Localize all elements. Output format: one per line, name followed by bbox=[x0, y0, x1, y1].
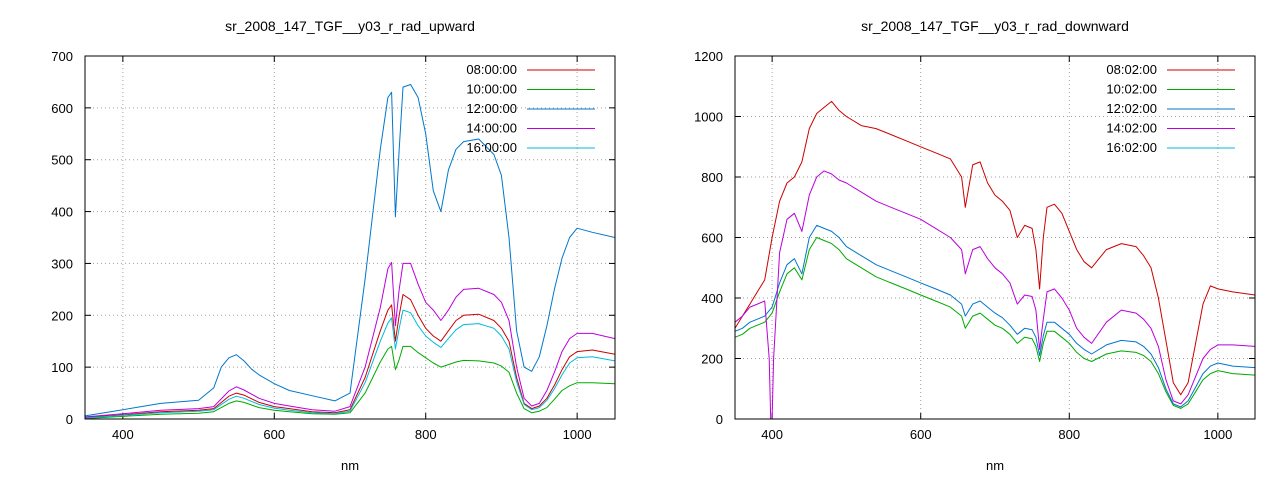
y-tick-label: 200 bbox=[701, 352, 723, 367]
series-line-080000 bbox=[85, 294, 615, 418]
legend-label: 10:00:00 bbox=[466, 82, 517, 97]
x-tick-label: 1000 bbox=[563, 427, 592, 442]
y-tick-label: 200 bbox=[51, 308, 73, 323]
series-line-080200 bbox=[735, 100, 1255, 396]
series-line-140000 bbox=[85, 261, 615, 418]
legend-label: 14:00:00 bbox=[466, 121, 517, 136]
y-tick-label: 500 bbox=[51, 153, 73, 168]
series-line-100000 bbox=[85, 345, 615, 419]
x-tick-label: 1000 bbox=[1203, 427, 1232, 442]
y-tick-label: 0 bbox=[66, 412, 73, 427]
chart-title: sr_2008_147_TGF__y03_r_rad_downward bbox=[861, 18, 1129, 34]
legend-label: 16:00:00 bbox=[466, 140, 517, 155]
x-tick-label: 400 bbox=[112, 427, 134, 442]
chart-title: sr_2008_147_TGF__y03_r_rad_upward bbox=[225, 18, 475, 34]
legend-label: 08:02:00 bbox=[1106, 62, 1157, 77]
series-line-120200 bbox=[735, 224, 1255, 408]
y-tick-label: 0 bbox=[716, 412, 723, 427]
x-tick-label: 600 bbox=[910, 427, 932, 442]
y-tick-label: 700 bbox=[51, 49, 73, 64]
series-line-140200 bbox=[735, 170, 1255, 419]
legend-label: 16:02:00 bbox=[1106, 140, 1157, 155]
x-tick-label: 600 bbox=[263, 427, 285, 442]
x-axis-label: nm bbox=[986, 458, 1004, 473]
x-tick-label: 800 bbox=[1058, 427, 1080, 442]
y-tick-label: 1200 bbox=[694, 49, 723, 64]
y-tick-label: 1000 bbox=[694, 110, 723, 125]
y-tick-label: 600 bbox=[51, 101, 73, 116]
y-tick-label: 100 bbox=[51, 360, 73, 375]
x-axis-label: nm bbox=[341, 458, 359, 473]
chart-1: sr_2008_147_TGF__y03_r_rad_upward 400 600 8… bbox=[51, 18, 616, 473]
y-tick-label: 400 bbox=[701, 291, 723, 306]
plot-frame bbox=[734, 55, 1256, 420]
plot-frame bbox=[84, 55, 616, 420]
y-tick-label: 800 bbox=[701, 170, 723, 185]
x-tick-label: 400 bbox=[761, 427, 783, 442]
x-tick-label: 800 bbox=[415, 427, 437, 442]
y-tick-label: 300 bbox=[51, 256, 73, 271]
legend-label: 08:00:00 bbox=[466, 62, 517, 77]
legend-label: 10:02:00 bbox=[1106, 82, 1157, 97]
legend-label: 14:02:00 bbox=[1106, 121, 1157, 136]
chart-2: sr_2008_147_TGF__y03_r_rad_downward 400 60… bbox=[694, 18, 1256, 473]
y-tick-label: 400 bbox=[51, 205, 73, 220]
y-tick-label: 600 bbox=[701, 231, 723, 246]
legend-label: 12:00:00 bbox=[466, 101, 517, 116]
series-line-120000 bbox=[85, 84, 615, 417]
series-line-100200 bbox=[735, 237, 1255, 409]
legend-label: 12:02:00 bbox=[1106, 101, 1157, 116]
series-line-160000 bbox=[85, 309, 615, 419]
